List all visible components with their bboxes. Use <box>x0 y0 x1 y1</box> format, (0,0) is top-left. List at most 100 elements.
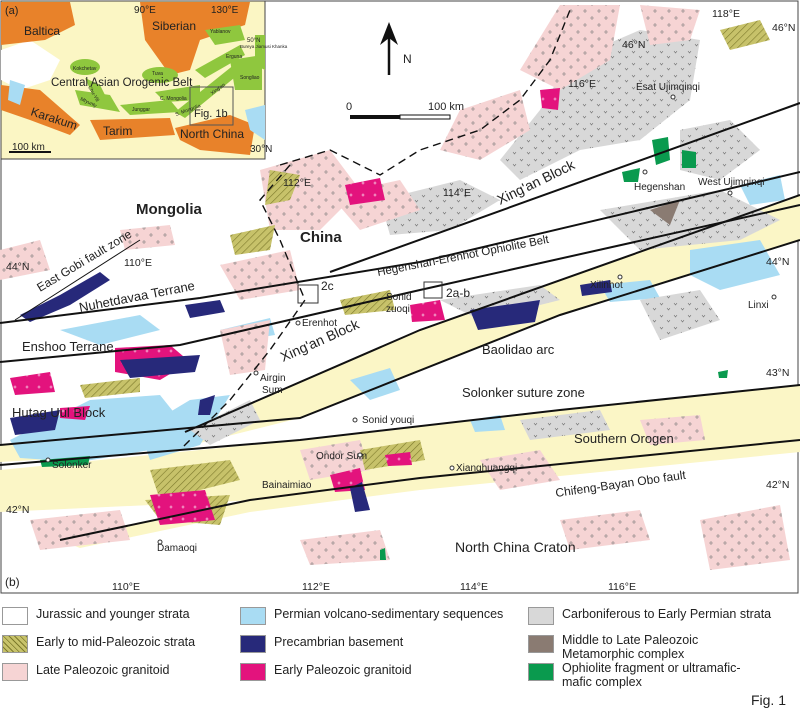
inset-terrane: Songliao <box>240 75 260 81</box>
inset-terrane: Kokchetav <box>73 66 97 72</box>
legend-item-precambrian: Precambrian basement <box>240 635 403 653</box>
tick-44N-right: 44°N <box>766 256 789 268</box>
inset-terrane: Bureya Jiamusi Khanka <box>240 44 288 49</box>
place-hegenshan: Hegenshan <box>634 182 685 193</box>
inset-terrane: Erguna <box>226 54 242 60</box>
precambrian-units <box>10 272 612 512</box>
scale-zero: 0 <box>346 101 352 113</box>
tick-116E: 116°E <box>608 581 636 593</box>
panel-label-b: (b) <box>5 575 20 589</box>
inset-baltica <box>1 2 75 45</box>
label-enshoo: Enshoo Terrane <box>22 339 114 354</box>
legend: Jurassic and younger strata Early to mid… <box>0 600 800 690</box>
legend-item-early-mid-paleozoic: Early to mid-Paleozoic strata <box>2 635 195 653</box>
inner-46N-right: 46°N <box>772 22 795 34</box>
place-solonker: Solonker <box>52 460 92 471</box>
place-xianghuangqi: Xianghuangqi <box>456 463 517 474</box>
legend-item-late-paleozoic-granitoid: Late Paleozoic granitoid <box>2 663 169 681</box>
scale-bar <box>350 114 451 120</box>
label-southern-orogen: Southern Orogen <box>574 431 674 446</box>
tick-42N-right: 42°N <box>766 479 789 491</box>
place-ondor: Ondor Sum <box>316 451 367 462</box>
inner-112E: 112°E <box>283 177 311 189</box>
early-paleozoic-granitoid-units <box>10 88 560 525</box>
inner-110E: 110°E <box>124 257 152 269</box>
legend-item-metamorphic: Middle to Late Paleozoic Metamorphic com… <box>528 633 748 661</box>
inset-terrane: Yablanov <box>210 29 231 35</box>
place-airgin: Airgin <box>260 373 286 384</box>
place-xilinhot: Xilinhot <box>590 280 623 291</box>
inset-map <box>0 0 266 160</box>
figure-label: Fig. 1 <box>750 692 786 708</box>
legend-item-ophiolite: Ophiolite fragment or ultramafic-mafic c… <box>528 661 748 689</box>
country-china: China <box>300 229 342 246</box>
geologic-map: 2c 2a-b Mongolia China East Gobi fault z… <box>0 0 800 594</box>
tick-43N-right: 43°N <box>766 367 789 379</box>
place-bainaimiao: Bainaimiao <box>262 480 312 491</box>
inset-frame-label: Fig. 1b <box>194 108 228 120</box>
fault-lines <box>0 102 800 541</box>
inner-46N: 46°N <box>622 39 645 51</box>
tick-112E: 112°E <box>302 581 330 593</box>
late-paleozoic-granitoid-units <box>0 5 790 570</box>
tick-110E: 110°E <box>112 581 140 593</box>
tick-44N-left: 44°N <box>6 261 29 273</box>
graticule-labels: 110°E 112°E 114°E 116°E 110°E 112°E 114°… <box>6 8 795 593</box>
inset-130E: 130°E <box>211 5 239 16</box>
inner-118E: 118°E <box>712 8 740 20</box>
label-solonker-zone: Solonker suture zone <box>462 385 585 400</box>
legend-item-carboniferous: Carboniferous to Early Permian strata <box>528 607 771 625</box>
place-sonid-2: zuoqi <box>386 304 410 315</box>
inset-label-baltica: Baltica <box>24 24 60 38</box>
inner-116E: 116°E <box>568 78 596 90</box>
metamorphic-unit <box>650 200 680 225</box>
label-baolidao: Baolidao arc <box>482 342 555 357</box>
place-sonid: Sonid <box>386 292 412 303</box>
place-damaoqi: Damaoqi <box>157 543 197 554</box>
place-linxi: Linxi <box>748 300 769 311</box>
legend-item-jurassic: Jurassic and younger strata <box>2 607 190 625</box>
place-west-ujimqinqi: West Ujimqinqi <box>698 177 765 188</box>
border-line <box>179 164 306 451</box>
inset-terrane: Junggar <box>132 107 150 113</box>
tick-42N-left: 42°N <box>6 504 29 516</box>
inset-labels: (a) Baltica Siberian Karakum Tarim North… <box>5 5 288 155</box>
place-labels: Solonker Airgin Sum Erenhot Sonid zuoqi … <box>52 82 769 554</box>
scale-length: 100 km <box>428 101 464 113</box>
tick-114E: 114°E <box>460 581 488 593</box>
inset-label-north-china: North China <box>180 127 244 141</box>
study-box-2a-b-label: 2a-b <box>446 286 470 300</box>
place-airgin-2: Sum <box>262 385 283 396</box>
study-box-2c-label: 2c <box>321 279 334 293</box>
inset-siberian <box>140 2 250 75</box>
inner-114E: 114°E <box>443 187 471 199</box>
inset-50N: 50°N <box>247 38 260 44</box>
inset-frame-fig1b <box>189 86 234 126</box>
country-mongolia: Mongolia <box>136 201 202 218</box>
ncc-edge-band <box>60 440 800 548</box>
north-arrow-icon <box>380 22 398 75</box>
inset-tarim <box>90 118 175 140</box>
inset-90E: 90°E <box>134 5 156 16</box>
inset-label-tarim: Tarim <box>103 124 132 138</box>
study-box-2a-b[interactable] <box>423 281 443 299</box>
legend-item-permian: Permian volcano-sedimentary sequences <box>240 607 503 625</box>
north-label: N <box>403 52 412 66</box>
place-sonid-youqi: Sonid youqi <box>362 415 414 426</box>
inset-terrane: C. Mongolia <box>160 96 187 102</box>
border-line-2 <box>279 9 571 176</box>
label-hutag: Hutag Uul Block <box>12 405 106 420</box>
inset-label-siberian: Siberian <box>152 19 196 33</box>
inset-30N: 30°N <box>250 144 272 155</box>
inset-label-caob: Central Asian Orogenic Belt <box>51 77 193 89</box>
legend-item-early-paleozoic-granitoid: Early Paleozoic granitoid <box>240 663 412 681</box>
place-erenhot: Erenhot <box>302 318 337 329</box>
carboniferous-units <box>190 30 780 445</box>
study-box-2c[interactable] <box>297 284 319 304</box>
inset-terrane: Tuva <box>152 71 163 77</box>
label-ncc: North China Craton <box>455 539 576 555</box>
inset-scale: 100 km <box>12 142 45 153</box>
inset-panel-label: (a) <box>5 5 18 17</box>
place-markers <box>45 94 777 545</box>
place-esat-ujimqinqi: Esat Ujimqinqi <box>636 82 700 93</box>
